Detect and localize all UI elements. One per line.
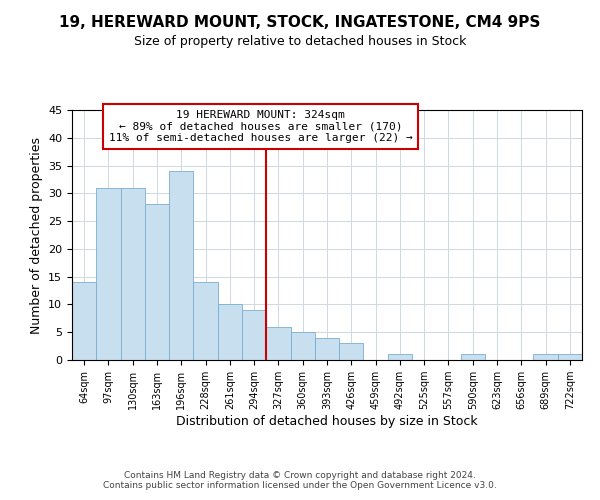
Bar (266, 326, 290, 360)
Bar (290, 332, 315, 360)
Text: Contains HM Land Registry data © Crown copyright and database right 2024.
Contai: Contains HM Land Registry data © Crown c… (103, 470, 497, 490)
Bar (242, 310, 266, 360)
Bar (388, 354, 412, 360)
Bar (121, 188, 145, 360)
Y-axis label: Number of detached properties: Number of detached properties (29, 136, 43, 334)
Bar (193, 282, 218, 360)
Bar (169, 171, 193, 360)
Bar (72, 282, 96, 360)
Bar (96, 188, 121, 360)
Text: 19, HEREWARD MOUNT, STOCK, INGATESTONE, CM4 9PS: 19, HEREWARD MOUNT, STOCK, INGATESTONE, … (59, 15, 541, 30)
Bar (315, 338, 339, 360)
Bar (461, 354, 485, 360)
Bar (533, 354, 558, 360)
Bar (145, 204, 169, 360)
Bar (339, 344, 364, 360)
Bar (558, 354, 582, 360)
X-axis label: Distribution of detached houses by size in Stock: Distribution of detached houses by size … (176, 415, 478, 428)
Bar (218, 304, 242, 360)
Text: Size of property relative to detached houses in Stock: Size of property relative to detached ho… (134, 35, 466, 48)
Text: 19 HEREWARD MOUNT: 324sqm
← 89% of detached houses are smaller (170)
11% of semi: 19 HEREWARD MOUNT: 324sqm ← 89% of detac… (109, 110, 413, 143)
